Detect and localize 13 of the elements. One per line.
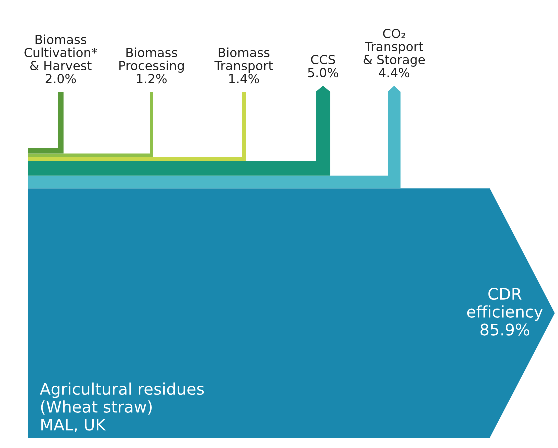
data-label: 1.4% bbox=[230, 74, 260, 84]
data-label: 5.0% bbox=[308, 68, 338, 78]
category-label: Biomass Processing bbox=[120, 48, 184, 73]
category-label: CDR efficiency bbox=[467, 288, 543, 322]
data-label: 1.2% bbox=[137, 74, 167, 84]
category-label: Biomass Transport bbox=[214, 48, 274, 73]
data-label: 85.9% bbox=[480, 324, 530, 336]
category-label: CCS bbox=[311, 55, 336, 65]
data-label: 2.0% bbox=[46, 74, 76, 84]
text: Agricultural residues (Wheat straw) MAL, UK bbox=[40, 382, 204, 433]
category-label: CO₂ Transport & Storage bbox=[364, 28, 426, 67]
data-label: 4.4% bbox=[379, 68, 410, 78]
category-label: Biomass Cultivation* & Harvest bbox=[24, 34, 98, 71]
